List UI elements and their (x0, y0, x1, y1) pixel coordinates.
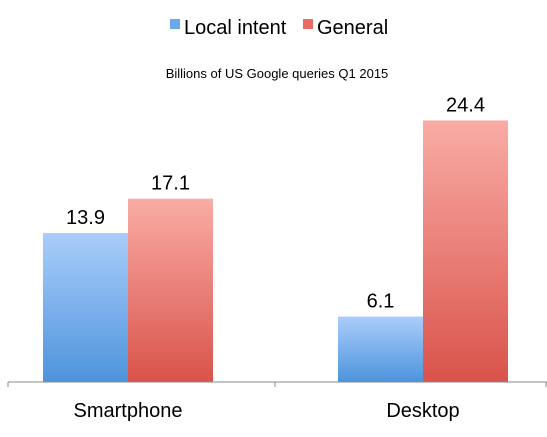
category-label-smartphone: Smartphone (74, 400, 183, 422)
data-label-desktop-local-intent: 6.1 (367, 291, 395, 313)
legend-label-local-intent: Local intent (184, 17, 287, 39)
bar-smartphone-general (128, 198, 213, 382)
data-label-desktop-general: 24.4 (446, 94, 485, 116)
bar-smartphone-local-intent (43, 232, 128, 382)
category-labels: Smartphone Desktop (74, 400, 460, 422)
legend-swatch-general (303, 19, 313, 29)
bar-desktop-general (423, 120, 508, 382)
data-label-smartphone-local-intent: 13.9 (66, 207, 105, 229)
category-label-desktop: Desktop (386, 400, 459, 422)
legend-label-general: General (317, 17, 388, 39)
bar-desktop-local-intent (338, 316, 423, 382)
chart-subtitle: Billions of US Google queries Q1 2015 (166, 66, 389, 81)
data-label-smartphone-general: 17.1 (151, 173, 190, 195)
legend-swatch-local-intent (170, 19, 180, 29)
bars (43, 120, 508, 382)
legend: Local intent General (170, 17, 388, 39)
value-labels: 13.9 17.1 6.1 24.4 (66, 94, 485, 312)
